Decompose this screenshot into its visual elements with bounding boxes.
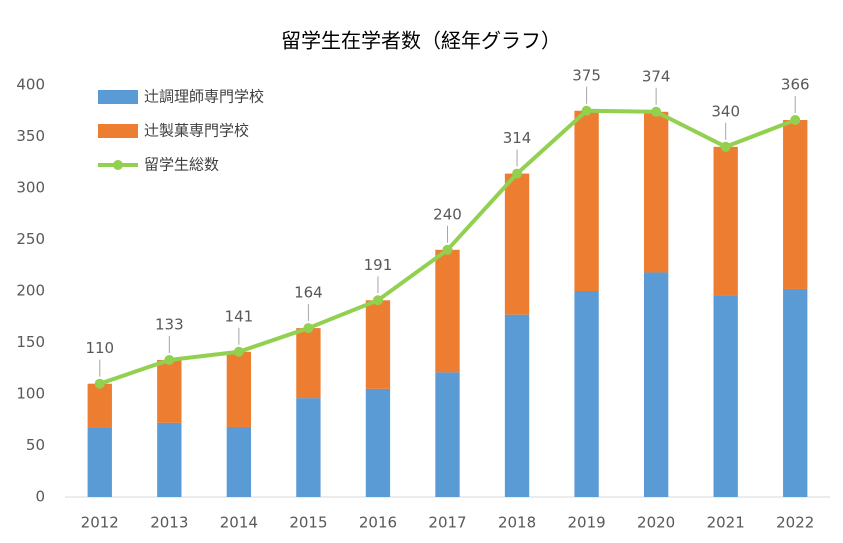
y-tick-label: 350	[16, 127, 45, 145]
data-label: 141	[225, 307, 254, 325]
data-label: 164	[294, 284, 323, 302]
legend-swatch	[98, 90, 138, 104]
x-tick-label: 2018	[498, 514, 536, 532]
y-tick-label: 50	[26, 436, 45, 454]
legend-swatch	[98, 124, 138, 138]
marker	[164, 355, 175, 366]
data-label: 374	[642, 67, 671, 85]
bar	[296, 328, 321, 399]
bar	[365, 388, 391, 497]
data-label: 375	[572, 66, 601, 84]
bar	[713, 146, 738, 296]
x-tick-label: 2020	[637, 514, 675, 532]
y-tick-label: 250	[16, 230, 45, 248]
marker	[372, 295, 383, 306]
x-tick-label: 2014	[220, 514, 258, 532]
bar	[226, 426, 252, 497]
marker	[233, 346, 244, 357]
marker	[651, 106, 662, 117]
bar	[783, 120, 808, 289]
y-tick-label: 400	[16, 76, 45, 94]
bar	[504, 314, 530, 497]
chart-title: 留学生在学者数（経年グラフ）	[281, 29, 561, 53]
marker	[512, 168, 523, 179]
x-tick-label: 2015	[289, 514, 327, 532]
bar	[574, 291, 599, 497]
bar	[435, 372, 460, 497]
bar	[643, 111, 669, 273]
bar	[87, 427, 112, 497]
marker	[303, 323, 314, 334]
legend-text: 辻製菓専門学校	[144, 122, 249, 140]
data-label: 240	[433, 205, 462, 223]
marker	[442, 244, 453, 255]
data-label: 133	[155, 316, 184, 334]
bar	[157, 422, 182, 497]
marker	[581, 105, 592, 116]
bar	[435, 249, 460, 373]
marker	[790, 115, 801, 126]
bar	[87, 383, 112, 428]
y-tick-label: 150	[16, 333, 45, 351]
y-tick-label: 100	[16, 385, 45, 403]
x-tick-label: 2022	[776, 514, 814, 532]
x-tick-label: 2019	[567, 514, 605, 532]
x-tick-label: 2017	[428, 514, 466, 532]
data-label: 340	[711, 102, 740, 120]
data-label: 314	[503, 129, 532, 147]
y-tick-label: 0	[35, 488, 45, 506]
x-tick-label: 2021	[707, 514, 745, 532]
data-label: 366	[781, 76, 810, 94]
y-tick-label: 200	[16, 282, 45, 300]
legend-text: 留学生総数	[144, 156, 219, 174]
bar	[226, 351, 252, 427]
x-tick-label: 2016	[359, 514, 397, 532]
bar	[783, 288, 808, 497]
y-tick-label: 300	[16, 179, 45, 197]
bar	[504, 173, 530, 315]
x-tick-label: 2013	[150, 514, 188, 532]
data-label: 110	[85, 339, 114, 357]
legend-text: 辻調理師専門学校	[144, 88, 264, 106]
bar	[713, 295, 738, 497]
bar	[365, 300, 391, 389]
legend-swatch	[113, 160, 123, 170]
bar	[574, 110, 599, 291]
marker	[720, 141, 731, 152]
marker	[94, 378, 105, 389]
bar	[643, 272, 669, 497]
x-tick-label: 2012	[81, 514, 119, 532]
data-label: 191	[364, 256, 393, 274]
bar	[157, 360, 182, 423]
bar	[296, 398, 321, 497]
